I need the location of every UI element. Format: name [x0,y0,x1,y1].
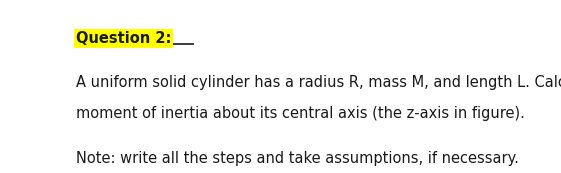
Text: A uniform solid cylinder has a radius R, mass M, and length L. Calculate its: A uniform solid cylinder has a radius R,… [76,75,561,90]
Text: Note: write all the steps and take assumptions, if necessary.: Note: write all the steps and take assum… [76,151,518,166]
Text: Question 2:: Question 2: [76,31,171,46]
Text: moment of inertia about its central axis (the z-axis in figure).: moment of inertia about its central axis… [76,106,525,121]
